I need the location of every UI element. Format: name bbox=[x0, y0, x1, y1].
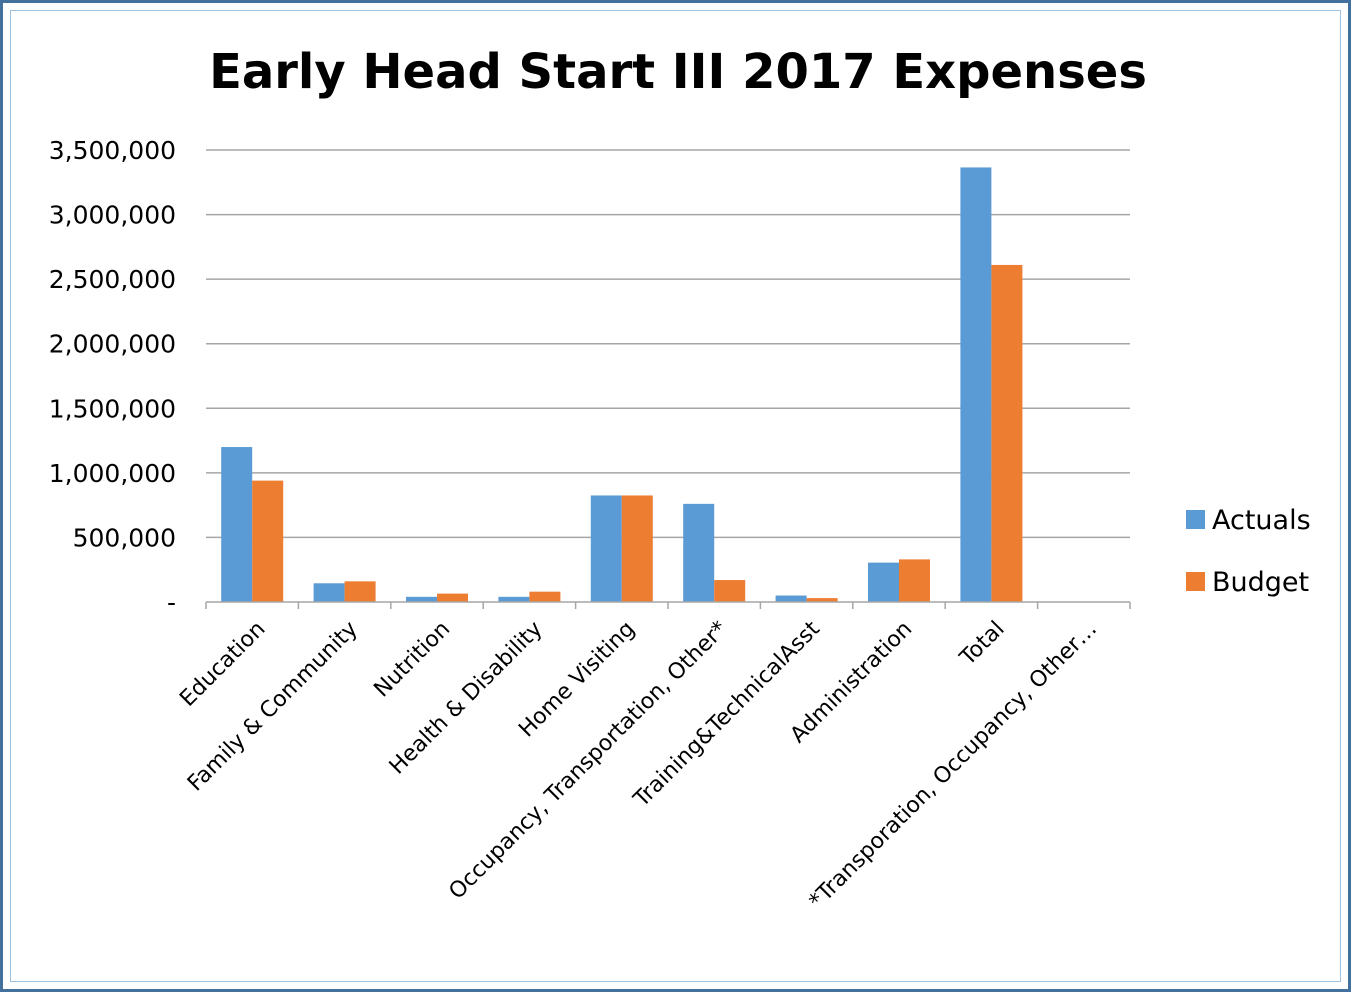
bars bbox=[221, 167, 1023, 603]
bar-budget-8 bbox=[991, 264, 1023, 602]
bar-actuals-4 bbox=[590, 495, 622, 602]
chart-title: Early Head Start III 2017 Expenses bbox=[209, 44, 1147, 100]
x-category-label: Nutrition bbox=[369, 617, 455, 703]
y-tick-label: 1,000,000 bbox=[49, 459, 176, 488]
bar-actuals-7 bbox=[868, 562, 899, 602]
y-tick-label: 500,000 bbox=[73, 523, 176, 552]
y-tick-label: 1,500,000 bbox=[49, 394, 176, 423]
chart-area-border bbox=[10, 10, 1341, 982]
bar-budget-7 bbox=[899, 559, 930, 602]
bar-budget-3 bbox=[529, 591, 561, 602]
x-axis bbox=[205, 601, 1131, 609]
bar-actuals-6 bbox=[775, 595, 807, 602]
y-tick-label: 3,000,000 bbox=[49, 201, 176, 230]
bar-actuals-3 bbox=[498, 596, 530, 602]
y-tick-label: 2,000,000 bbox=[49, 330, 176, 359]
legend-label-budget: Budget bbox=[1212, 567, 1309, 598]
bar-actuals-1 bbox=[313, 583, 345, 602]
x-category-label: Health & Disability bbox=[385, 617, 548, 780]
x-category-label: *Transporation, Occupancy, Other… bbox=[805, 617, 1102, 914]
x-category-label: Family & Community bbox=[183, 617, 363, 797]
bar-actuals-8 bbox=[960, 167, 992, 603]
bar-budget-6 bbox=[806, 598, 838, 602]
legend-swatch-actuals bbox=[1186, 510, 1205, 529]
x-category-label: Education bbox=[175, 617, 270, 712]
bar-actuals-2 bbox=[406, 596, 437, 602]
legend: Actuals Budget bbox=[1186, 505, 1311, 598]
x-category-label: Training&TechnicalAsst bbox=[629, 616, 826, 813]
bar-budget-5 bbox=[714, 580, 746, 602]
legend-label-actuals: Actuals bbox=[1212, 505, 1311, 536]
bar-budget-2 bbox=[437, 593, 468, 602]
y-tick-label: - bbox=[167, 588, 176, 617]
y-axis-tick-labels: - 500,000 1,000,000 1,500,000 2,000,000 2,500… bbox=[49, 136, 176, 617]
y-tick-label: 3,500,000 bbox=[49, 136, 176, 165]
bar-budget-1 bbox=[344, 581, 376, 602]
bar-budget-0 bbox=[252, 480, 284, 602]
x-category-label: Total bbox=[955, 617, 1010, 672]
y-tick-label: 2,500,000 bbox=[49, 265, 176, 294]
bar-actuals-0 bbox=[221, 447, 253, 602]
bar-budget-4 bbox=[621, 495, 653, 602]
bar-actuals-5 bbox=[683, 503, 715, 602]
legend-swatch-budget bbox=[1186, 572, 1205, 591]
